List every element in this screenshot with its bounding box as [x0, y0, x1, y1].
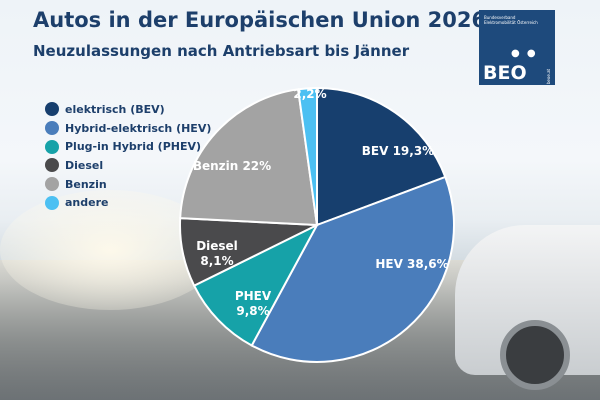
logo-dots: ● ●: [511, 48, 538, 59]
slice-label: 2,2%: [293, 87, 326, 101]
slice-label: PHEV 9,8%: [235, 289, 272, 318]
legend-swatch: [45, 139, 59, 154]
legend-swatch: [45, 121, 59, 136]
logo-org: Bundesverband Elektromobilität Österreic…: [484, 15, 538, 25]
pie-slice: [192, 222, 320, 347]
legend-swatch: [45, 102, 59, 117]
pie-slice: [316, 86, 447, 227]
pie-slice: [250, 175, 455, 363]
pie-slice: [179, 88, 319, 227]
legend-label: Diesel: [65, 158, 104, 172]
legend-item: Plug-in Hybrid (PHEV): [45, 137, 211, 156]
legend-label: Plug-in Hybrid (PHEV): [65, 140, 202, 154]
legend-item: Benzin: [45, 175, 211, 194]
legend-item: andere: [45, 193, 211, 212]
chart-title: Autos in der Europäischen Union 2026: [33, 8, 487, 32]
legend-label: Hybrid-elektrisch (HEV): [65, 121, 212, 135]
legend-item: elektrisch (BEV): [45, 100, 211, 119]
logo-abbr: BEO: [483, 62, 527, 84]
legend: elektrisch (BEV) Hybrid-elektrisch (HEV) P…: [45, 100, 211, 212]
legend-item: Diesel: [45, 156, 211, 175]
slice-label: BEV 19,3%: [362, 144, 434, 158]
slice-label: Benzin 22%: [193, 159, 271, 173]
slice-label: HEV 38,6%: [375, 257, 448, 271]
legend-label: andere: [65, 196, 109, 210]
legend-swatch: [45, 195, 59, 210]
legend-label: elektrisch (BEV): [65, 102, 165, 116]
pie-slice: [296, 86, 318, 226]
legend-item: Hybrid-elektrisch (HEV): [45, 119, 211, 138]
legend-swatch: [45, 177, 59, 192]
legend-swatch: [45, 158, 59, 173]
legend-label: Benzin: [65, 177, 107, 191]
slice-label: Diesel 8,1%: [196, 239, 238, 268]
background-car-wheel: [500, 320, 570, 390]
chart-subtitle: Neuzulassungen nach Antriebsart bis Jänn…: [33, 42, 410, 60]
beo-logo: Bundesverband Elektromobilität Österreic…: [479, 10, 555, 85]
